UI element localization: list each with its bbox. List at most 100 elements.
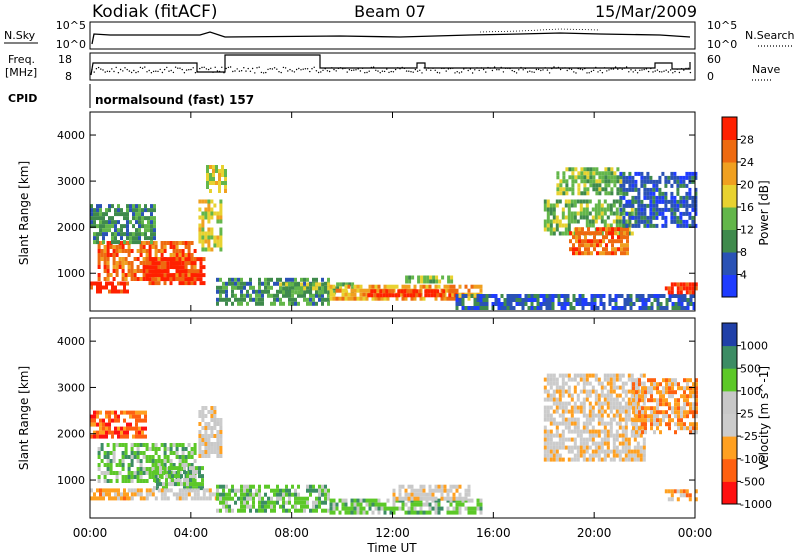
velocity-cell (216, 496, 219, 501)
velocity-cell (449, 488, 453, 493)
power-cell (563, 302, 567, 306)
power-cell (650, 306, 654, 310)
velocity-cell (124, 479, 128, 483)
velocity-cell (117, 426, 120, 431)
velocity-cell (419, 502, 423, 507)
velocity-cell (213, 422, 217, 426)
power-cell (261, 293, 264, 298)
power-cell (127, 265, 131, 269)
velocity-cell (688, 493, 692, 498)
nave-dot (401, 66, 403, 69)
power-cell (96, 212, 99, 217)
power-cell (219, 231, 223, 236)
power-cell (442, 293, 446, 298)
velocity-cell (632, 422, 635, 427)
power-cell (623, 231, 626, 236)
velocity-cell (632, 386, 635, 391)
power-cell (353, 296, 357, 301)
power-cell (594, 211, 598, 216)
velocity-cell (597, 401, 601, 406)
power-cell (144, 216, 147, 221)
velocity-cell (136, 467, 140, 471)
power-cell (655, 207, 659, 212)
velocity-cell (359, 498, 363, 503)
velocity-cell (582, 385, 586, 390)
power-cell (607, 183, 611, 188)
velocity-cell (225, 508, 228, 513)
nave-dot (289, 68, 291, 71)
velocity-cell (618, 453, 622, 458)
power-cell (267, 289, 270, 294)
velocity-cell (638, 378, 641, 383)
power-cell (658, 187, 662, 192)
power-cell (145, 261, 149, 265)
velocity-cell (160, 463, 164, 467)
power-cell (652, 187, 656, 192)
power-cell (594, 207, 598, 212)
velocity-colorbar-tick-label: 500 (740, 362, 761, 375)
velocity-cell (627, 445, 631, 450)
power-cell (93, 216, 96, 221)
power-cell (120, 232, 123, 237)
power-cell (580, 167, 584, 172)
power-region-15 (619, 171, 698, 228)
velocity-cell (103, 471, 107, 475)
velocity-cell (582, 437, 586, 442)
velocity-cell (621, 417, 625, 422)
velocity-cell (606, 445, 610, 450)
velocity-cell (576, 397, 580, 402)
velocity-cell (145, 443, 149, 447)
power-cell (623, 298, 627, 302)
power-cell (685, 195, 689, 200)
power-cell (491, 302, 495, 306)
power-cell (543, 199, 547, 204)
velocity-region-3 (153, 466, 204, 491)
velocity-cell (656, 406, 659, 411)
velocity-cell (157, 463, 161, 467)
power-cell (479, 306, 483, 310)
power-cell (153, 224, 156, 229)
power-cell (586, 187, 590, 192)
velocity-cell (579, 441, 583, 446)
power-cell (685, 175, 689, 180)
power-cell (100, 249, 104, 253)
velocity-cell (627, 413, 631, 418)
power-cell (637, 171, 641, 176)
velocity-cell (111, 430, 114, 435)
velocity-cell (665, 410, 668, 415)
velocity-cell (204, 434, 208, 438)
velocity-cell (668, 418, 671, 423)
power-cell (144, 204, 147, 209)
velocity-cell (398, 488, 402, 493)
power-cell (440, 296, 444, 301)
velocity-cell (621, 389, 625, 394)
velocity-cell (126, 492, 129, 497)
power-cell (618, 215, 622, 220)
power-cell (628, 199, 632, 204)
velocity-cell (156, 466, 159, 471)
power-cell (515, 294, 519, 298)
velocity-cell (549, 417, 553, 422)
power-cell (602, 235, 605, 240)
velocity-cell (225, 504, 228, 509)
velocity-cell (683, 378, 686, 383)
power-cell (536, 306, 540, 310)
power-cell (324, 286, 328, 291)
power-cell (586, 167, 590, 172)
power-cell (587, 243, 590, 248)
power-cell (631, 187, 635, 192)
power-cell (595, 187, 599, 192)
velocity-cell (606, 437, 610, 442)
velocity-cell (187, 492, 191, 497)
velocity-cell (93, 430, 96, 435)
nave-dot (302, 68, 304, 70)
power-cell (258, 277, 261, 282)
power-cell (548, 306, 552, 310)
velocity-cell (683, 406, 686, 411)
power-cell (575, 302, 579, 306)
velocity-cell (324, 492, 327, 497)
power-cell (476, 284, 480, 289)
velocity-cell (641, 390, 644, 395)
cpid-label: CPID (8, 92, 37, 105)
velocity-cell (689, 386, 692, 391)
